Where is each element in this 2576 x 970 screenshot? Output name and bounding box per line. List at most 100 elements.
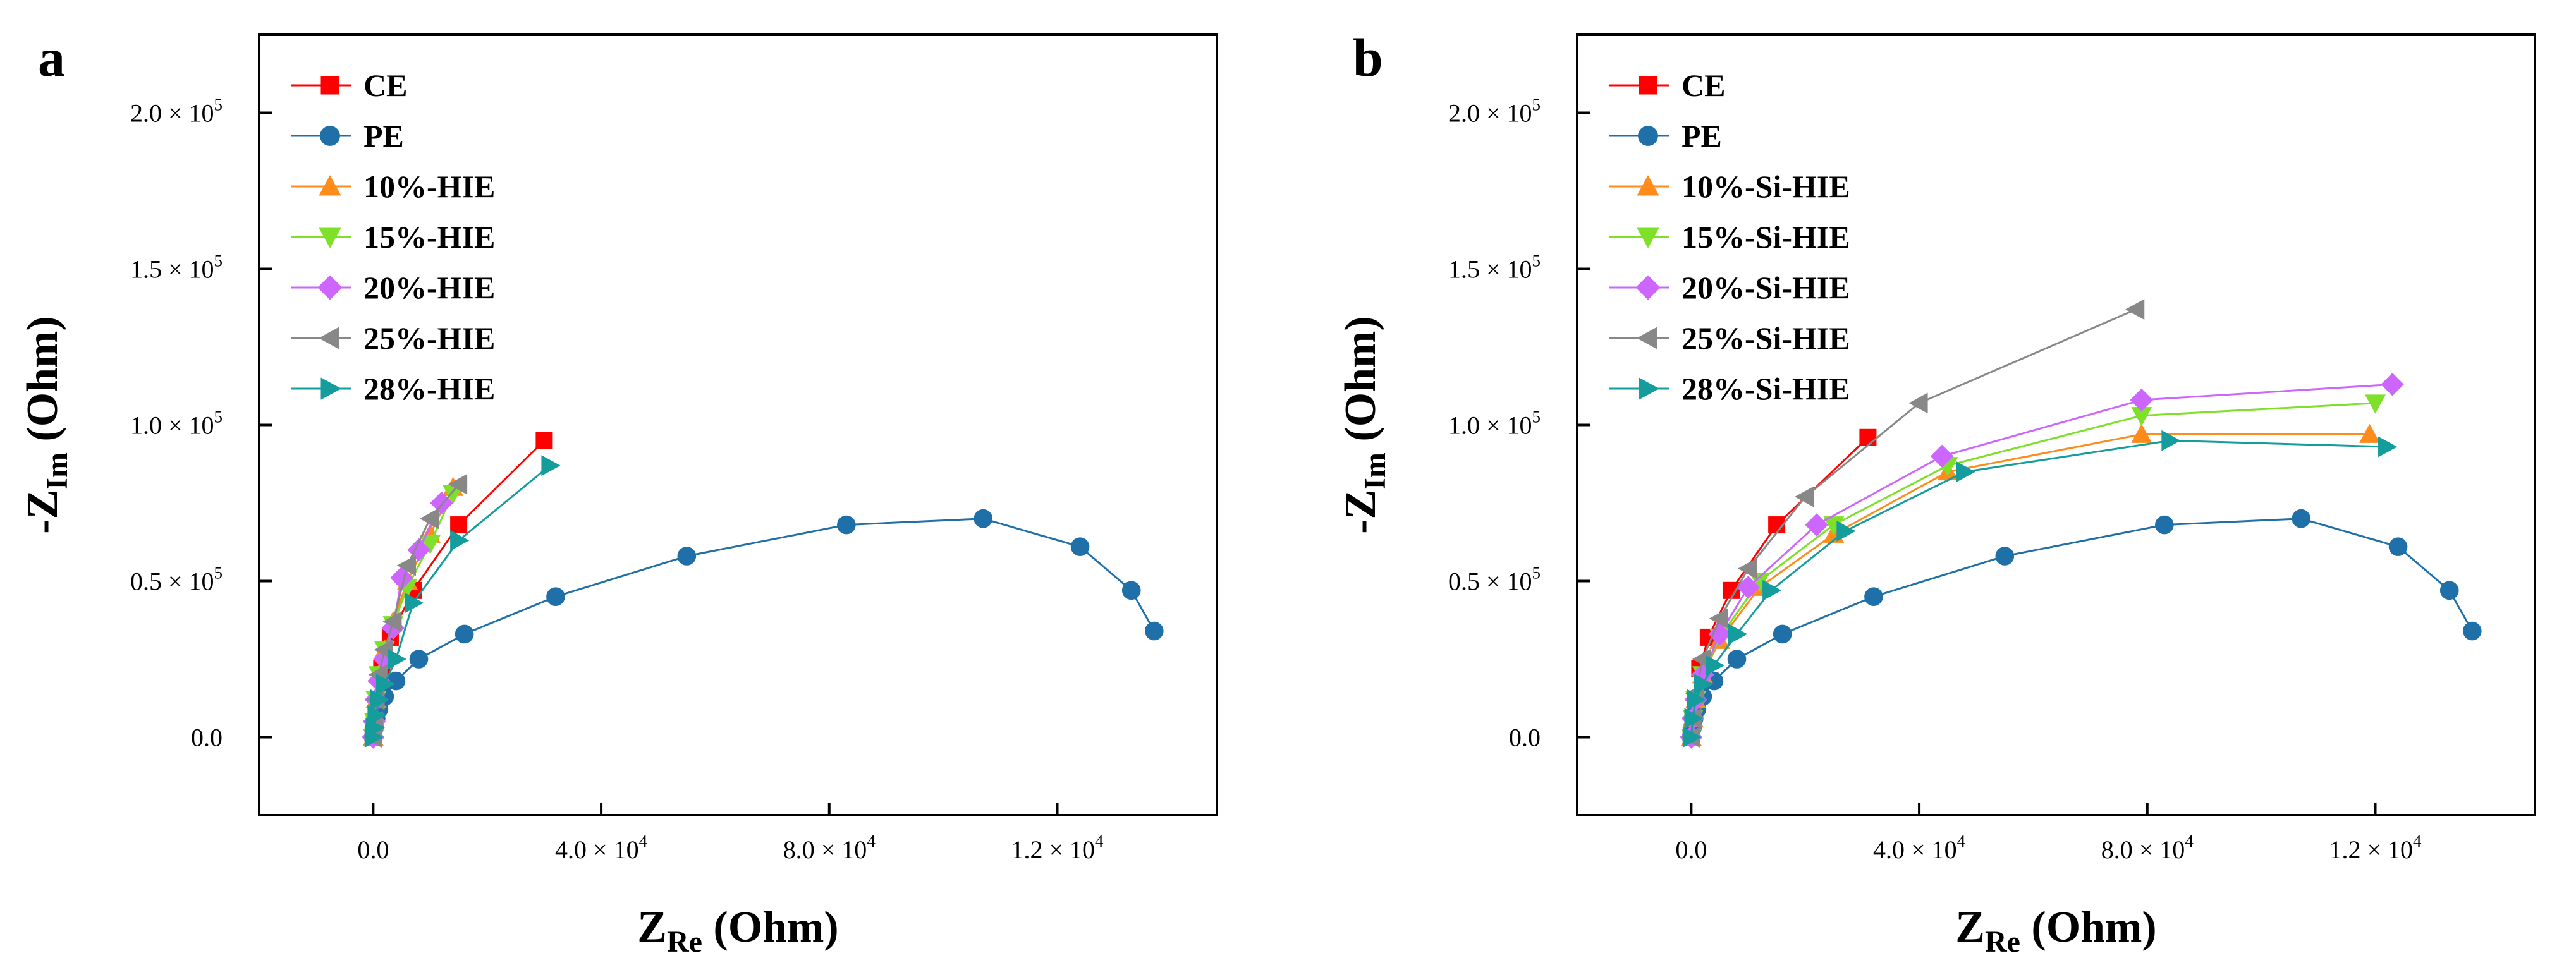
series-pe: [1682, 509, 2482, 747]
data-point-pe: [2155, 515, 2174, 535]
x-axis-label-main: Z: [1955, 903, 1985, 952]
y-tick-exponent: 5: [1532, 408, 1541, 427]
x-tick-exponent: 4: [867, 832, 876, 851]
data-point-25pct-hie: [419, 508, 439, 530]
data-point-28pct-si-hie: [1684, 708, 1704, 729]
legend-marker-15pct-si-hie: [1637, 227, 1659, 248]
y-tick-exponent: 5: [1532, 252, 1541, 270]
y-tick-label: 0.0: [1509, 724, 1541, 752]
data-point-25pct-si-hie: [1795, 486, 1814, 507]
series-ce: [1682, 428, 1877, 746]
legend-marker-15pct-hie: [319, 227, 341, 248]
series-15pct-si-hie: [1680, 394, 2386, 748]
y-tick-exponent: 5: [214, 95, 223, 114]
y-tick-mantissa: 0.5 × 10: [130, 567, 214, 596]
series-line-15pct-si-hie: [1690, 402, 2376, 737]
y-tick-mantissa: 1.5 × 10: [130, 255, 214, 284]
legend-marker-10pct-si-hie: [1637, 175, 1659, 196]
legend-label-28pct-hie: 28%-HIE: [363, 371, 495, 406]
legend: CE PE 10%-HIE 15%-HIE 20%-HIE 25%-HIE 28%-HIE: [291, 68, 495, 406]
data-point-25pct-hie: [382, 611, 402, 633]
data-point-20pct-si-hie: [1708, 622, 1731, 646]
data-point-25pct-hie: [448, 473, 468, 495]
data-point-pe: [1773, 624, 1792, 644]
y-tick-mantissa: 0.5 × 10: [1448, 567, 1532, 596]
legend-label-25pct-si-hie: 25%-Si-HIE: [1682, 320, 1850, 356]
series-line-28pct-si-hie: [1690, 439, 2387, 737]
legend: CE PE 10%-Si-HIE 15%-Si-HIE 20%-Si-HIE 25%-Si…: [1609, 68, 1850, 406]
legend-label-10pct-si-hie: 10%-Si-HIE: [1682, 169, 1850, 204]
data-point-28pct-hie: [450, 530, 470, 551]
data-point-pe: [409, 650, 429, 669]
y-axis-label: -ZIm (Ohm): [1336, 316, 1392, 533]
data-point-20pct-si-hie: [2130, 388, 2154, 412]
x-tick-mantissa: 8.0 × 10: [2101, 835, 2185, 864]
y-tick-label: 2.0 × 105: [130, 95, 223, 128]
y-axis-label-sub: Im: [1358, 452, 1392, 490]
data-point-28pct-si-hie: [2378, 436, 2398, 458]
legend-marker-25pct-si-hie: [1637, 327, 1657, 349]
data-point-pe: [455, 624, 474, 644]
x-tick-exponent: 4: [2413, 832, 2422, 851]
legend-marker-10pct-hie: [319, 175, 341, 196]
data-point-28pct-hie: [404, 592, 424, 614]
y-axis-label-prefix: -Z: [1336, 490, 1385, 534]
x-axis-label: ZRe (Ohm): [637, 903, 838, 959]
data-point-25pct-si-hie: [2125, 299, 2145, 320]
x-tick-mantissa: 0.0: [357, 835, 389, 864]
x-tick-label: 4.0 × 104: [555, 832, 648, 864]
legend-marker-25pct-hie: [319, 327, 339, 349]
y-tick-exponent: 5: [214, 252, 223, 270]
y-tick-exponent: 5: [214, 564, 223, 583]
data-point-15pct-si-hie: [2365, 394, 2386, 414]
series-20pct-si-hie: [1680, 373, 2404, 749]
y-tick-mantissa: 0.0: [191, 724, 223, 752]
y-axis-label-unit: (Ohm): [1336, 316, 1385, 452]
data-point-25pct-si-hie: [1709, 608, 1728, 629]
x-tick-exponent: 4: [2185, 832, 2194, 851]
legend-marker-28pct-hie: [320, 377, 341, 400]
data-point-20pct-si-hie: [1737, 576, 1760, 599]
x-axis-label-unit: (Ohm): [2020, 903, 2157, 952]
legend-label-25pct-hie: 25%-HIE: [363, 320, 495, 356]
data-point-pe: [2439, 581, 2459, 600]
data-point-pe: [1727, 650, 1747, 669]
series-10pct-si-hie: [1680, 423, 2380, 746]
y-axis-label-prefix: -Z: [18, 490, 67, 534]
y-tick-exponent: 5: [1532, 95, 1541, 114]
data-point-ce: [450, 516, 468, 534]
legend-label-20pct-si-hie: 20%-Si-HIE: [1682, 270, 1850, 305]
legend-label-15pct-si-hie: 15%-Si-HIE: [1682, 219, 1850, 255]
y-axis-label: -ZIm (Ohm): [18, 316, 74, 533]
series-28pct-si-hie: [1682, 430, 2398, 748]
x-tick-mantissa: 4.0 × 10: [1873, 835, 1957, 864]
x-tick-exponent: 4: [639, 832, 648, 851]
data-point-20pct-hie: [430, 491, 453, 515]
data-point-15pct-hie: [420, 535, 441, 554]
legend-label-15pct-hie: 15%-HIE: [363, 219, 495, 255]
data-point-ce: [535, 432, 553, 449]
data-point-pe: [2388, 537, 2408, 556]
x-tick-mantissa: 1.2 × 10: [2329, 835, 2413, 864]
data-point-20pct-si-hie: [1805, 513, 1829, 537]
y-tick-label: 0.5 × 105: [130, 564, 223, 596]
y-tick-exponent: 5: [214, 408, 223, 427]
legend-marker-ce: [320, 76, 339, 95]
y-axis-label-sub: Im: [40, 452, 74, 490]
data-point-28pct-si-hie: [1705, 655, 1725, 676]
data-point-28pct-si-hie: [1687, 689, 1707, 710]
data-point-28pct-si-hie: [1762, 579, 1782, 601]
x-tick-mantissa: 8.0 × 10: [783, 835, 867, 864]
x-tick-label: 8.0 × 104: [2101, 832, 2194, 864]
data-point-20pct-hie: [407, 538, 430, 562]
data-point-28pct-hie: [375, 674, 396, 694]
series-pe: [363, 509, 1164, 747]
series-28pct-hie: [364, 455, 561, 748]
legend-marker-pe: [320, 126, 340, 146]
x-tick-exponent: 4: [1957, 832, 1966, 851]
legend-marker-20pct-hie: [317, 275, 343, 300]
data-point-pe: [974, 509, 993, 528]
panel-label: b: [1353, 27, 1383, 88]
